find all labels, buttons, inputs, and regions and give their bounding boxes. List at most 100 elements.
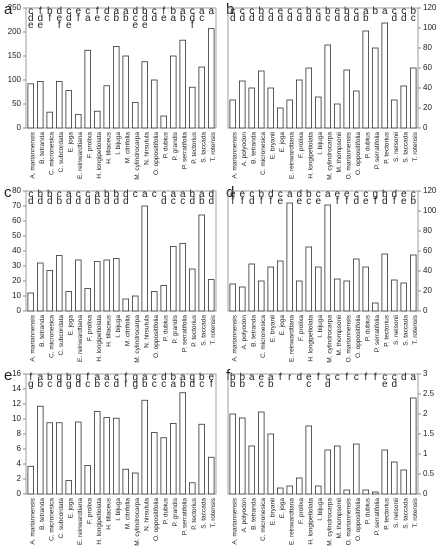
- bar: [179, 39, 186, 129]
- bar: [229, 99, 236, 129]
- x-tick-label: E. joga: [279, 132, 286, 153]
- bar: [84, 465, 92, 495]
- x-tick-label: S. nelsonii: [393, 132, 400, 162]
- x-tick-label: C. micronesica: [48, 498, 55, 541]
- bar: [362, 489, 369, 495]
- x-tick-label: E. reinwardtiana: [288, 498, 295, 545]
- y-tick-label: 0: [17, 489, 22, 498]
- bar: [65, 480, 73, 495]
- y-tick-label: 40: [423, 266, 432, 275]
- x-tick-label: S. taccada: [402, 315, 409, 346]
- x-tick-label: P. serratifolia: [374, 132, 381, 169]
- bar: [362, 266, 369, 312]
- x-tick-label: C. micronesica: [48, 315, 55, 358]
- bar: [248, 263, 255, 312]
- x-tick-label: C. micronesica: [260, 315, 267, 358]
- bar: [169, 246, 177, 312]
- bar: [286, 99, 293, 129]
- bar: [46, 270, 54, 312]
- x-tick-label: I. bijuga: [115, 498, 122, 521]
- bar: [160, 437, 167, 495]
- bar: [257, 280, 265, 312]
- x-tick-label: M. thompsonii: [336, 132, 343, 172]
- x-tick-label: F. prolixa: [86, 132, 93, 158]
- bar: [295, 280, 303, 312]
- bar: [113, 258, 120, 312]
- x-tick-label: O. oppositifolia: [355, 498, 362, 541]
- significance-letters: a: [410, 372, 416, 383]
- x-tick-label: H. tiliaceus: [105, 131, 112, 164]
- x-tick-label: B. tetranda: [39, 315, 46, 347]
- bar: [37, 405, 44, 495]
- x-tick-label: I. bijuga: [317, 315, 324, 338]
- x-tick-label: E. joga: [279, 498, 286, 519]
- bar: [314, 96, 322, 129]
- x-tick-label: T. rotensis: [210, 131, 217, 161]
- x-tick-label: P. tectorius: [191, 131, 198, 163]
- x-tick-label: F. prolixa: [298, 498, 305, 524]
- y-tick-label: 2.5: [423, 389, 435, 398]
- x-tick-label: P. tectorius: [383, 314, 390, 346]
- bar: [314, 266, 322, 312]
- x-tick-label: E. joga: [67, 315, 74, 336]
- x-tick-label: P. dubius: [364, 314, 371, 341]
- y-tick-label: 3: [423, 369, 428, 378]
- x-tick-label: S. taccada: [402, 132, 409, 163]
- bar: [333, 445, 341, 495]
- bar: [381, 22, 388, 129]
- x-tick-label: B. tetranda: [39, 498, 46, 530]
- bar: [198, 214, 205, 312]
- plot-frame: [227, 7, 419, 129]
- y-tick-label: 0.5: [423, 469, 435, 478]
- x-tick-label: E. bryanii: [269, 132, 276, 159]
- bar: [160, 285, 167, 312]
- bar: [37, 81, 44, 129]
- y-tick-label: 120: [423, 3, 437, 12]
- y-tick-label: 50: [12, 99, 21, 108]
- panel-title: d: [226, 184, 234, 201]
- x-tick-label: M. cylindrocarpa: [326, 315, 333, 363]
- x-tick-label: B. tetranda: [250, 315, 257, 347]
- y-tick-label: 40: [12, 246, 21, 255]
- x-tick-label: F. prolixa: [298, 132, 305, 158]
- significance-letters: a: [287, 189, 293, 200]
- x-tick-label: S. taccada: [402, 498, 409, 529]
- x-tick-label: A. polyodon: [241, 315, 248, 350]
- bar: [343, 489, 350, 495]
- x-tick-label: T. rotensis: [412, 131, 419, 161]
- significance-letters: a: [208, 6, 214, 17]
- x-tick-label: M. cylindrocarpa: [326, 498, 333, 546]
- y-tick-label: 0: [423, 306, 428, 315]
- significance-letters: d: [296, 372, 302, 383]
- x-tick-label: O. oppositifolia: [355, 132, 362, 175]
- x-tick-label: C. micronesica: [260, 132, 267, 175]
- bar: [238, 286, 246, 312]
- y-tick-label: 16: [12, 369, 21, 378]
- x-tick-label: P. serratifolia: [181, 498, 188, 535]
- bar: [257, 411, 265, 495]
- bar: [46, 111, 54, 129]
- bar: [371, 302, 379, 312]
- y-tick-label: 10: [12, 291, 21, 300]
- bar: [56, 255, 63, 312]
- bar: [400, 282, 407, 312]
